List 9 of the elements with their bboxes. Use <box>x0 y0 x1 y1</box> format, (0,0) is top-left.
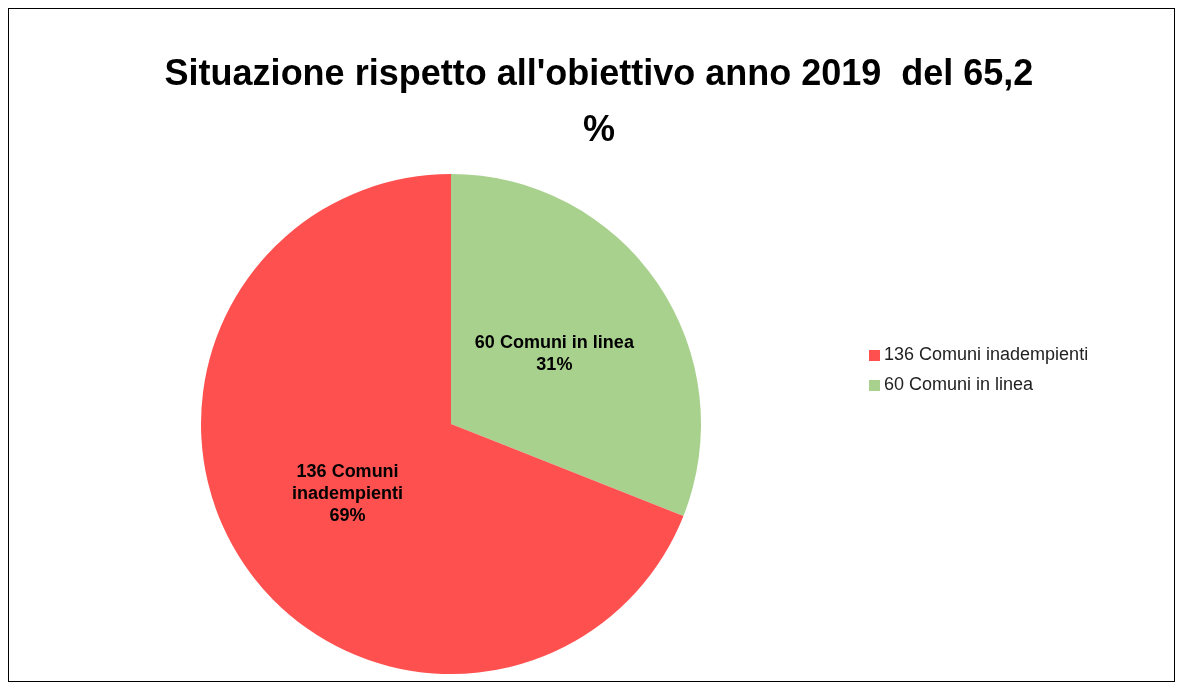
pie-slice <box>451 174 701 517</box>
legend-label: 60 Comuni in linea <box>884 374 1034 394</box>
data-label: 69% <box>329 505 366 526</box>
data-label: 31% <box>536 353 573 374</box>
slice-label: 136 Comuni inadempienti <box>292 461 404 504</box>
legend-label: 136 Comuni inadempienti <box>884 344 1089 364</box>
pie-slice <box>201 174 684 674</box>
slice-label: 60 Comuni in linea <box>474 331 635 352</box>
chart-title: Situazione rispetto all'obiettivo anno 2019 del 65,2 % <box>163 51 1035 151</box>
